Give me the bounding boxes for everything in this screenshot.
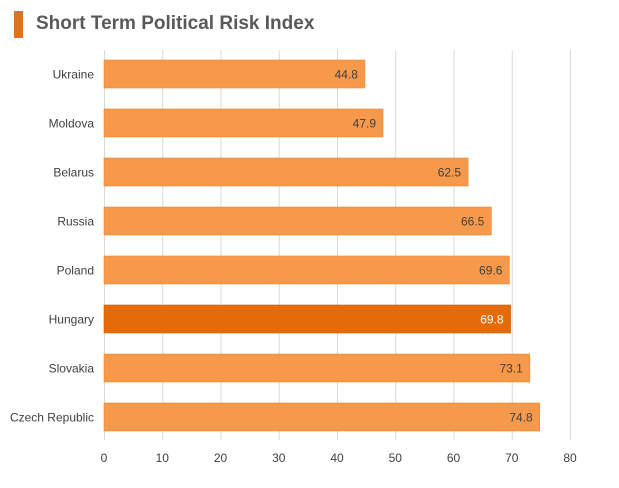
category-label: Russia	[57, 215, 94, 229]
bar	[103, 108, 384, 138]
category-label: Hungary	[49, 313, 94, 327]
x-tick-label: 10	[156, 451, 170, 465]
x-tick-label: 0	[101, 451, 108, 465]
bar-value-label: 66.5	[461, 215, 485, 229]
bar-value-label: 47.9	[353, 117, 377, 131]
bar	[103, 353, 531, 383]
x-axis-ticks: 0 10 20 30 40 50 60 70 80	[101, 451, 577, 465]
bar	[103, 206, 492, 236]
x-tick-label: 60	[447, 451, 461, 465]
x-tick-label: 40	[330, 451, 344, 465]
x-tick-label: 70	[505, 451, 519, 465]
bar-value-label: 44.8	[335, 68, 359, 82]
bar-value-label: 74.8	[509, 411, 533, 425]
x-tick-label: 30	[272, 451, 286, 465]
category-label: Moldova	[49, 117, 95, 131]
bar-value-label: 69.6	[479, 264, 503, 278]
category-label: Ukraine	[53, 68, 95, 82]
bar-value-label: 62.5	[438, 166, 462, 180]
x-tick-label: 20	[214, 451, 228, 465]
category-label: Belarus	[53, 166, 94, 180]
bar	[103, 157, 469, 187]
bar	[103, 59, 366, 89]
bar	[103, 402, 541, 432]
title-accent-bar	[14, 11, 23, 38]
category-label: Czech Republic	[10, 411, 94, 425]
category-label: Poland	[57, 264, 94, 278]
category-label: Slovakia	[49, 362, 95, 376]
bars: 44.8 47.9 62.5 66.5 69.6 69.8 73.1 74.8	[103, 59, 541, 432]
chart-title: Short Term Political Risk Index	[36, 13, 315, 34]
bar-value-label: 69.8	[480, 313, 504, 327]
category-labels: Ukraine Moldova Belarus Russia Poland Hungary…	[10, 68, 94, 425]
bar-value-label: 73.1	[499, 362, 523, 376]
bar	[103, 255, 510, 285]
x-tick-label: 50	[389, 451, 403, 465]
bar	[103, 304, 511, 334]
x-tick-label: 80	[563, 451, 577, 465]
